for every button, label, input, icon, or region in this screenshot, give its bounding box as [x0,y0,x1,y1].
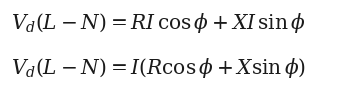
Text: $V_d(L - N) = RI\,\cos\phi + XI\,\sin\phi$: $V_d(L - N) = RI\,\cos\phi + XI\,\sin\ph… [11,11,305,35]
Text: $V_d(L - N) = I(R\cos\phi + X\sin\phi)$: $V_d(L - N) = I(R\cos\phi + X\sin\phi)$ [11,56,306,80]
